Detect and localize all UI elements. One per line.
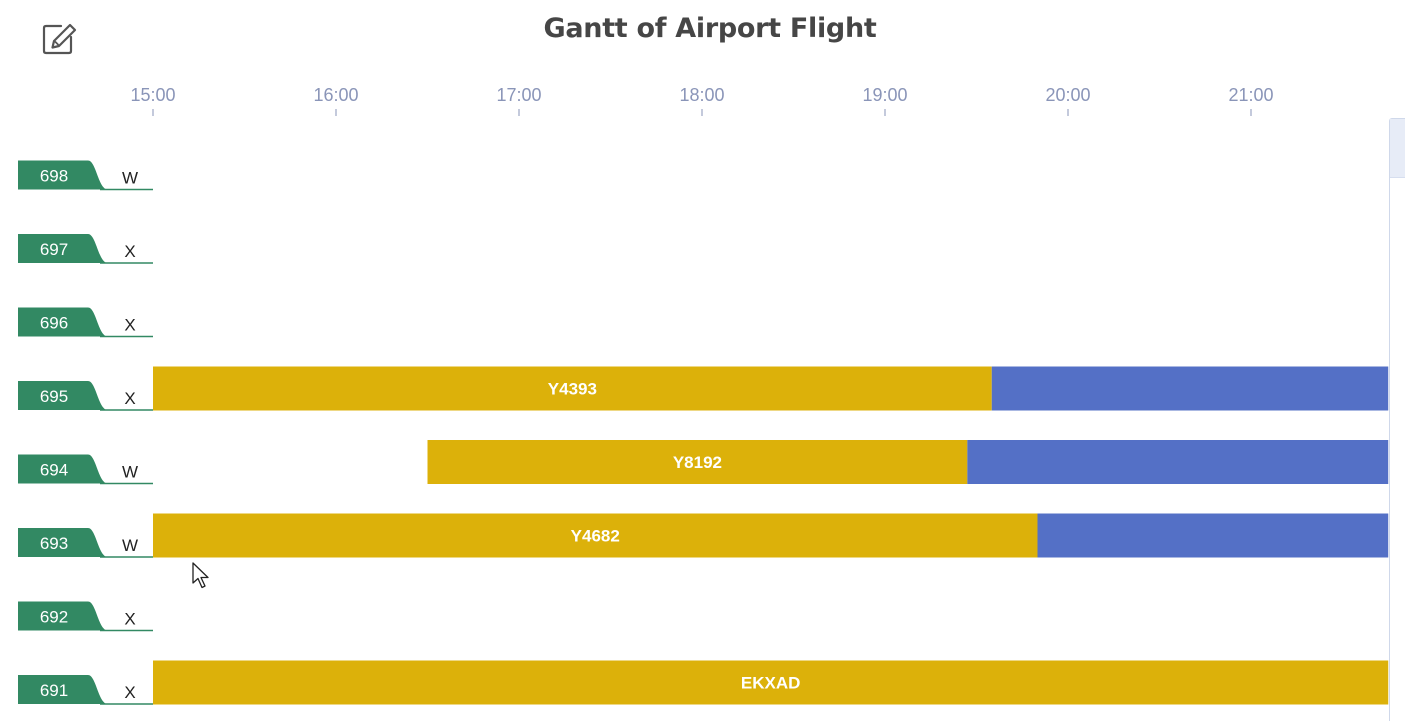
x-axis-tick-label: 16:00: [313, 85, 358, 105]
x-axis-tick-label: 19:00: [862, 85, 907, 105]
gantt-bar-label: Y4393: [548, 380, 597, 399]
vertical-scrollbar[interactable]: [1389, 118, 1405, 721]
gantt-bar-label: EKXAD: [741, 674, 801, 693]
gate-tag: [18, 381, 107, 410]
x-axis-tick-label: 15:00: [130, 85, 175, 105]
gate-number: 697: [40, 240, 68, 259]
gate-type: X: [124, 242, 135, 261]
gate-number: 696: [40, 314, 68, 333]
gate-number: 692: [40, 608, 68, 627]
x-axis-tick-label: 18:00: [679, 85, 724, 105]
x-axis-tick-label: 17:00: [496, 85, 541, 105]
chart-title: Gantt of Airport Flight: [543, 13, 877, 44]
gantt-bar-remaining: [1037, 513, 1389, 558]
gantt-bar-occupied: [153, 513, 1038, 558]
gate-tag: [18, 528, 107, 557]
gate-tag: [18, 454, 107, 484]
gate-tag: [18, 675, 107, 704]
gantt-bar-occupied: [153, 660, 1389, 705]
gantt-bar-remaining: [967, 440, 1389, 484]
gate-tag: [18, 601, 107, 631]
gate-type: X: [124, 316, 135, 335]
gate-number: 695: [40, 387, 68, 406]
gate-number: 698: [40, 167, 68, 186]
gate-type: W: [122, 536, 138, 555]
gate-number: 691: [40, 681, 68, 700]
gate-number: 694: [40, 461, 68, 480]
x-axis-tick-label: 20:00: [1045, 85, 1090, 105]
gantt-bar-remaining: [991, 366, 1389, 411]
gate-type: X: [124, 610, 135, 629]
gantt-bar-occupied: [153, 366, 992, 411]
x-axis-tick-label: 21:00: [1228, 85, 1273, 105]
gate-type: X: [124, 389, 135, 408]
gantt-bar-occupied: [427, 440, 968, 484]
gate-tag: [18, 307, 107, 337]
scrollbar-thumb[interactable]: [1390, 119, 1405, 178]
gantt-bar-label: Y4682: [571, 527, 620, 546]
gate-type: X: [124, 683, 135, 702]
gantt-bar-label: Y8192: [673, 453, 722, 472]
gate-tag: [18, 234, 107, 263]
gate-type: W: [122, 463, 138, 482]
gate-tag: [18, 160, 107, 190]
edit-icon[interactable]: [40, 20, 80, 60]
gate-number: 693: [40, 534, 68, 553]
gate-type: W: [122, 169, 138, 188]
mouse-cursor-icon: [192, 562, 212, 590]
